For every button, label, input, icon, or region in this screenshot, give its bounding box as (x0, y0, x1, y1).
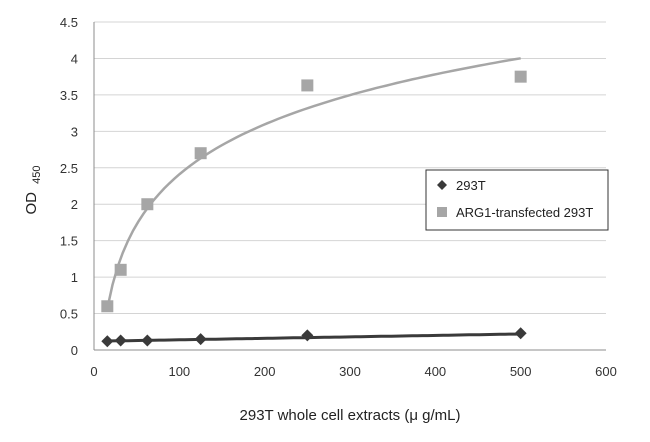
x-tick-label: 200 (254, 364, 276, 379)
x-tick-label: 300 (339, 364, 361, 379)
data-point-arg1 (114, 263, 127, 276)
y-tick-label: 4.5 (60, 15, 78, 30)
x-tick-label: 500 (510, 364, 532, 379)
data-point-293t (514, 327, 527, 340)
y-tick-label: 4 (71, 51, 78, 66)
legend-box (425, 169, 609, 231)
x-tick-label: 0 (90, 364, 97, 379)
y-tick-labels: 0 0.5 1 1.5 2 2.5 3 3.5 4 4.5 (60, 15, 78, 358)
x-tick-labels: 0 100 200 300 400 500 600 (90, 364, 616, 379)
legend-label-293t: 293T (456, 178, 486, 193)
fit-line-arg1 (106, 57, 521, 309)
y-tick-label: 1 (71, 270, 78, 285)
x-tick-label: 600 (595, 364, 617, 379)
y-tick-label: 3.5 (60, 88, 78, 103)
y-axis-title-subscript: 450 (31, 165, 43, 183)
legend-marker-293t (437, 180, 447, 190)
data-point-arg1 (301, 79, 314, 92)
data-point-arg1 (101, 300, 114, 313)
y-tick-label: 2.5 (60, 161, 78, 176)
legend: 293T ARG1-transfected 293T (425, 169, 609, 231)
data-point-arg1 (514, 70, 527, 83)
x-tick-label: 400 (424, 364, 446, 379)
data-point-293t (141, 334, 154, 347)
y-axis-title: OD 450 (23, 165, 43, 214)
data-point-arg1 (194, 147, 207, 160)
legend-marker-arg1 (437, 207, 447, 217)
y-axis-title-main: OD (23, 192, 40, 215)
y-tick-label: 3 (71, 124, 78, 139)
y-tick-label: 0.5 (60, 307, 78, 322)
axes (93, 22, 606, 351)
y-tick-label: 1.5 (60, 234, 78, 249)
fit-lines (106, 57, 521, 343)
x-tick-label: 100 (168, 364, 190, 379)
data-point-arg1 (141, 198, 154, 211)
fit-line-293t (107, 332, 521, 343)
data-point-293t (301, 329, 314, 342)
legend-label-arg1: ARG1-transfected 293T (456, 205, 593, 220)
y-tick-label: 2 (71, 197, 78, 212)
data-points (101, 70, 527, 348)
y-tick-label: 0 (71, 343, 78, 358)
x-axis-title: 293T whole cell extracts (μ g/mL) (240, 407, 461, 424)
data-point-293t (194, 333, 207, 346)
data-point-293t (114, 334, 127, 347)
data-point-293t (101, 335, 114, 348)
gridlines (94, 21, 606, 315)
